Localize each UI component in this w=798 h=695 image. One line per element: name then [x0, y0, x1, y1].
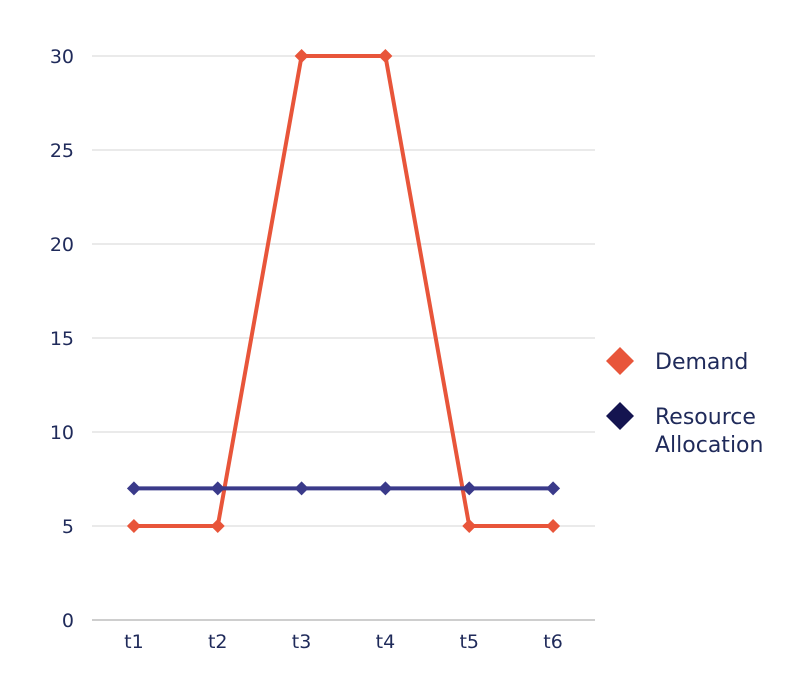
legend-marker-icon — [606, 402, 634, 430]
series-resource-allocation — [126, 481, 561, 496]
data-point-marker — [462, 519, 477, 533]
y-tick-label: 5 — [62, 516, 74, 538]
y-tick-label: 30 — [50, 46, 74, 68]
legend-marker-icon — [606, 347, 634, 375]
x-tick-label: t2 — [208, 631, 228, 653]
y-tick-label: 20 — [50, 234, 74, 256]
legend-label: Resource Allocation — [655, 405, 763, 458]
legend-item-resource-allocation: Resource Allocation — [606, 402, 763, 458]
legend: Demand Resource Allocation — [606, 347, 763, 458]
series-line — [133, 54, 554, 528]
data-point-marker — [462, 481, 477, 496]
data-point-marker — [378, 481, 393, 496]
y-tick-label: 15 — [50, 328, 74, 350]
data-point-marker — [126, 519, 141, 533]
data-point-marker — [546, 481, 561, 496]
x-tick-label: t4 — [376, 631, 396, 653]
x-tick-label: t5 — [459, 631, 479, 653]
y-tick-label: 25 — [50, 140, 74, 162]
data-point-marker — [210, 519, 225, 533]
legend-item-demand: Demand — [606, 347, 748, 375]
legend-label: Demand — [655, 350, 748, 375]
legend-label-line: Resource — [655, 405, 756, 430]
x-tick-label: t3 — [292, 631, 312, 653]
data-point-marker — [210, 481, 225, 496]
data-point-marker — [378, 49, 393, 63]
gridlines — [92, 55, 595, 527]
x-tick-label: t1 — [124, 631, 144, 653]
y-axis: 0 5 10 15 20 25 30 — [50, 46, 74, 632]
x-axis: t1 t2 t3 t4 t5 t6 — [92, 619, 595, 653]
data-point-marker — [294, 481, 309, 496]
y-tick-label: 0 — [62, 610, 74, 632]
series-demand — [126, 49, 561, 533]
data-point-marker — [126, 481, 141, 496]
series-group — [126, 49, 561, 533]
data-point-marker — [294, 49, 309, 63]
x-tick-label: t6 — [543, 631, 563, 653]
data-point-marker — [546, 519, 561, 533]
y-tick-label: 10 — [50, 422, 74, 444]
legend-label-line: Allocation — [655, 433, 763, 458]
